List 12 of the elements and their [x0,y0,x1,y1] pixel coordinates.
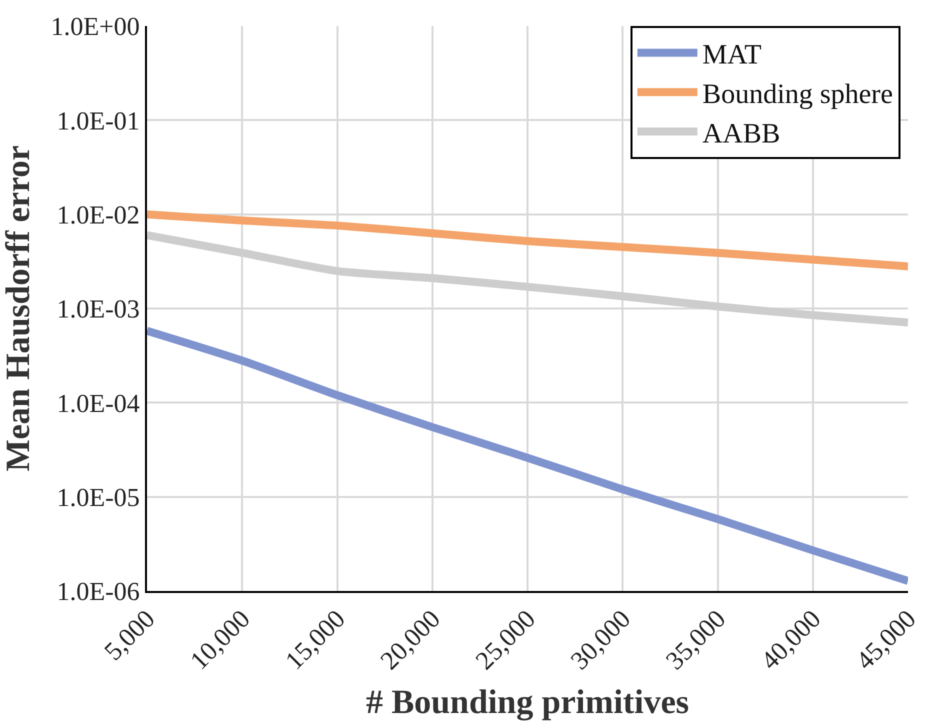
y-tick-label: 1.0E-02 [56,200,140,230]
y-axis-title: Mean Hausdorff error [0,145,37,472]
y-tick-label: 1.0E-05 [56,482,140,512]
x-axis-title: # Bounding primitives [366,684,690,721]
legend-label: AABB [702,118,780,150]
legend-label: MAT [702,40,762,71]
y-tick-label: 1.0E-06 [56,577,140,606]
legend-label: Bounding sphere [702,79,893,110]
y-tick-label: 1.0E-03 [56,294,140,324]
y-tick-label: 1.0E-01 [56,106,140,136]
y-tick-label: 1.0E-04 [56,388,140,418]
y-tick-label: 1.0E+00 [50,12,140,42]
